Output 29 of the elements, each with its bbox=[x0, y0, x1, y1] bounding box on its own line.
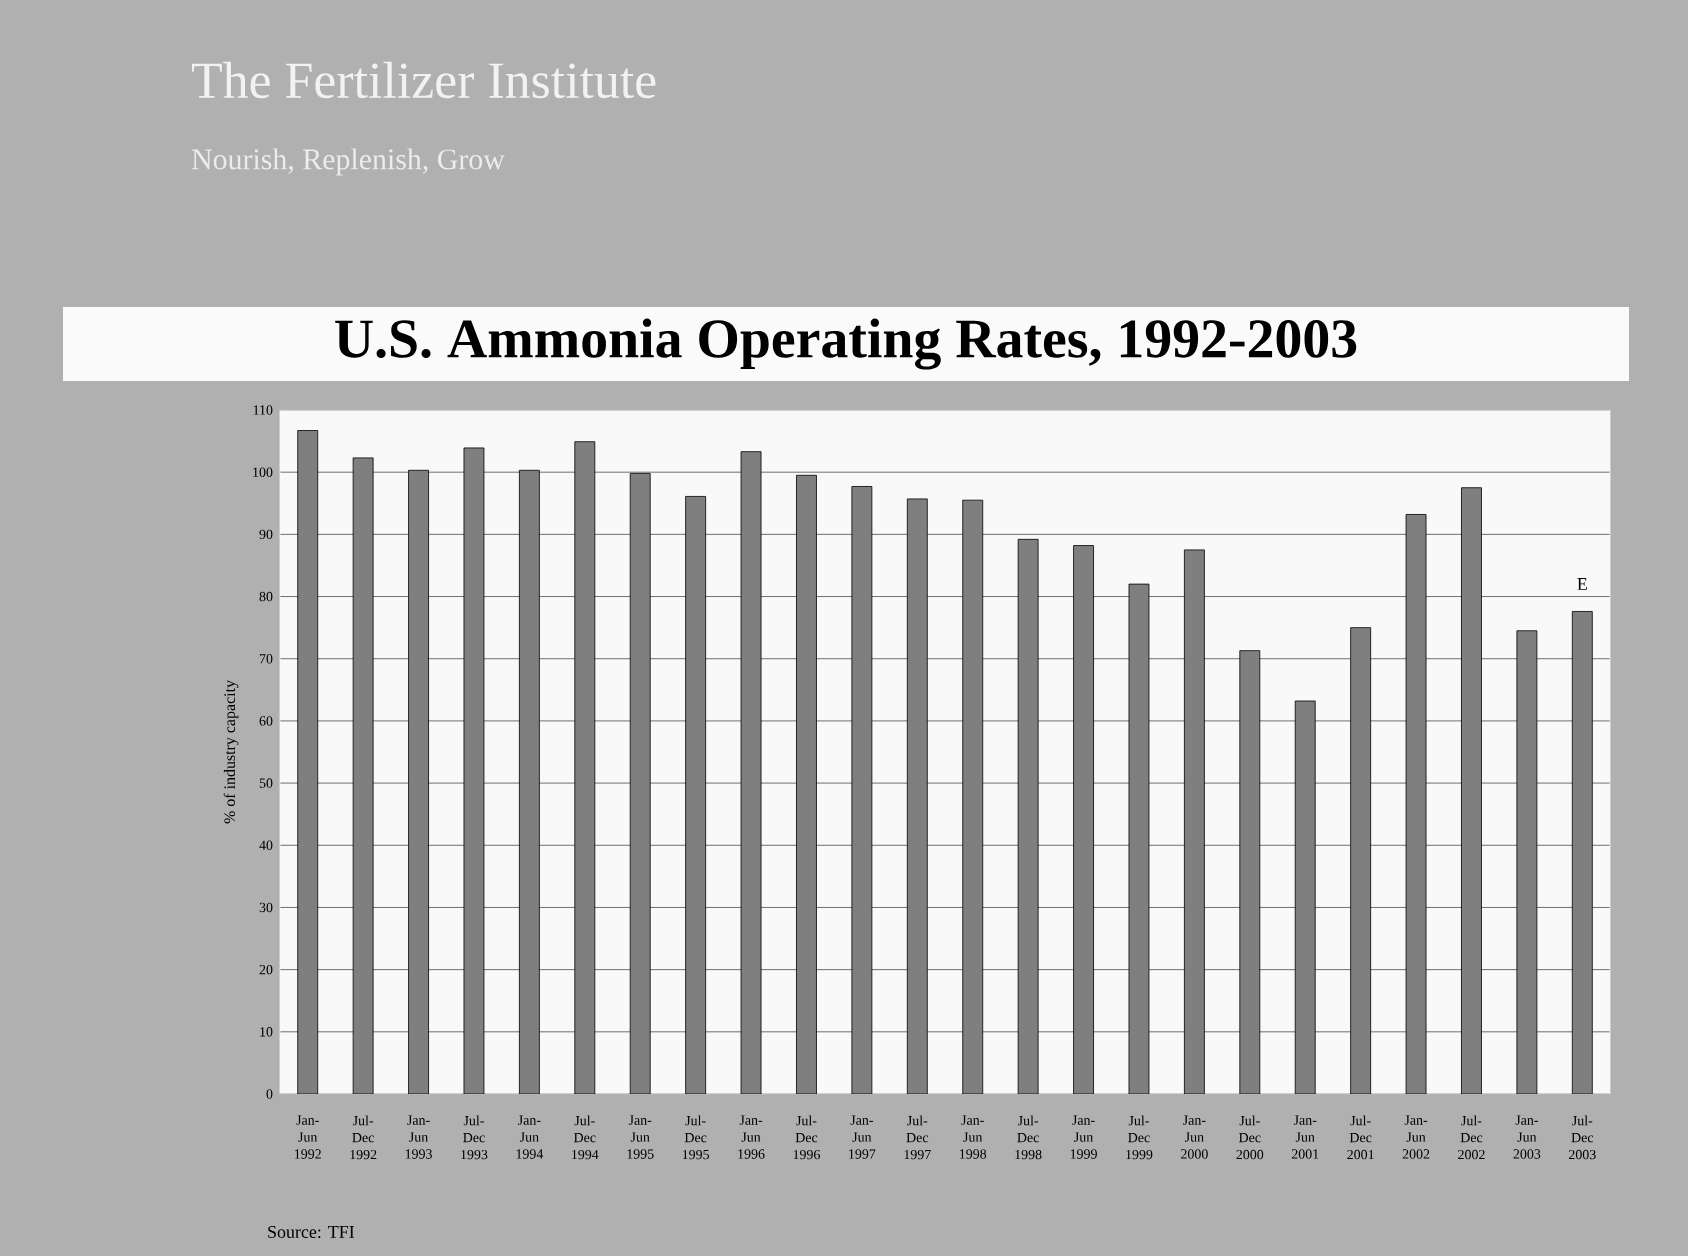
bar bbox=[1073, 545, 1094, 1094]
bar bbox=[1239, 650, 1261, 1094]
bar bbox=[1294, 700, 1316, 1094]
text: Nourish, Replenish, Grow bbox=[191, 148, 505, 176]
bar bbox=[408, 469, 429, 1094]
annotation: E bbox=[1577, 578, 1587, 590]
chart-title: U.S. Ammonia Operating Rates, 1992-2003 bbox=[335, 318, 1357, 370]
bar bbox=[463, 447, 485, 1094]
bar bbox=[1183, 549, 1205, 1094]
bar bbox=[518, 469, 540, 1094]
bar bbox=[1017, 538, 1039, 1094]
bar bbox=[1516, 630, 1538, 1094]
bar bbox=[1571, 611, 1593, 1094]
bar bbox=[962, 499, 984, 1094]
source-note: Source: TFI bbox=[268, 1225, 355, 1239]
bar bbox=[1128, 583, 1150, 1094]
chart-subtitle: The Fertilizer Institute bbox=[191, 61, 656, 99]
bar bbox=[1461, 487, 1482, 1094]
bar bbox=[352, 457, 374, 1094]
bar bbox=[297, 430, 319, 1094]
bar bbox=[1405, 514, 1427, 1094]
bar bbox=[685, 496, 707, 1094]
bar bbox=[1350, 627, 1372, 1094]
bar bbox=[740, 451, 762, 1094]
bar bbox=[851, 486, 873, 1094]
bar bbox=[629, 473, 651, 1094]
bar bbox=[906, 498, 928, 1094]
bar bbox=[574, 441, 596, 1094]
bar bbox=[796, 474, 817, 1094]
